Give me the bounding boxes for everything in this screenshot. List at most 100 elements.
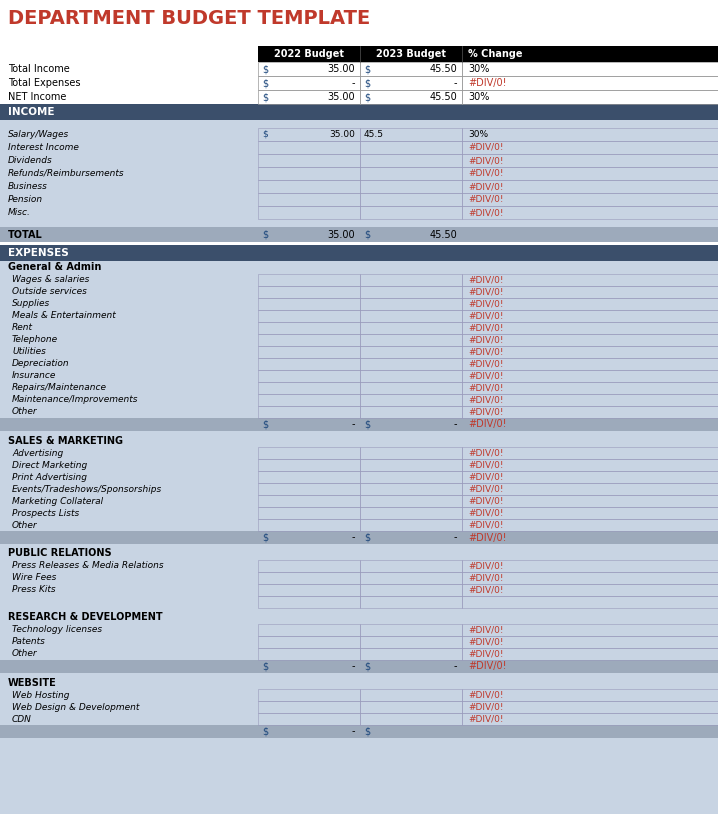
Bar (462, 572, 718, 584)
Bar (0, 701, 718, 713)
Text: General & Admin: General & Admin (8, 262, 101, 273)
Bar (0, 584, 718, 596)
Text: #DIV/0!: #DIV/0! (468, 335, 503, 344)
Text: $: $ (364, 662, 370, 672)
Bar (0, 572, 718, 584)
Bar (462, 193, 718, 206)
Bar (0, 219, 718, 227)
Bar (0, 310, 718, 322)
Text: #DIV/0!: #DIV/0! (468, 371, 503, 380)
Text: RESEARCH & DEVELOPMENT: RESEARCH & DEVELOPMENT (8, 612, 162, 623)
Text: #DIV/0!: #DIV/0! (468, 156, 503, 165)
Bar (258, 334, 360, 346)
Text: #DIV/0!: #DIV/0! (468, 637, 503, 646)
Bar (0, 676, 718, 689)
Bar (360, 689, 462, 701)
Bar (0, 660, 718, 673)
Bar (360, 274, 462, 286)
Bar (0, 76, 718, 90)
Bar (462, 334, 718, 346)
Bar (0, 741, 718, 814)
Bar (0, 531, 718, 544)
Text: Dividends: Dividends (8, 156, 52, 165)
Bar (258, 62, 360, 76)
Bar (0, 459, 718, 471)
Text: Other: Other (12, 650, 37, 659)
Bar (462, 310, 718, 322)
Bar (0, 62, 718, 76)
Bar (0, 406, 718, 418)
Bar (258, 394, 360, 406)
Text: $: $ (364, 419, 370, 430)
Bar (462, 206, 718, 219)
Text: 45.50: 45.50 (429, 64, 457, 74)
Bar (462, 76, 718, 90)
Bar (462, 495, 718, 507)
Text: $: $ (262, 78, 268, 88)
Bar (0, 274, 718, 286)
Bar (462, 406, 718, 418)
Bar (0, 167, 718, 180)
Bar (360, 483, 462, 495)
Text: -: - (454, 662, 457, 672)
Text: -: - (454, 419, 457, 430)
Bar (258, 624, 360, 636)
Bar (360, 636, 462, 648)
Text: 45.5: 45.5 (364, 130, 384, 139)
Text: #DIV/0!: #DIV/0! (468, 78, 506, 88)
Bar (360, 406, 462, 418)
Bar (0, 245, 718, 261)
Bar (258, 701, 360, 713)
Bar (258, 358, 360, 370)
Text: INCOME: INCOME (8, 107, 55, 117)
Text: #DIV/0!: #DIV/0! (468, 625, 503, 634)
Bar (258, 572, 360, 584)
Text: $: $ (364, 727, 370, 737)
Text: Pension: Pension (8, 195, 43, 204)
Bar (360, 298, 462, 310)
Bar (0, 519, 718, 531)
Bar (360, 507, 462, 519)
Bar (258, 560, 360, 572)
Bar (0, 624, 718, 636)
Text: Events/Tradeshows/Sponsorships: Events/Tradeshows/Sponsorships (12, 484, 162, 493)
Bar (0, 431, 718, 434)
Bar (258, 286, 360, 298)
Bar (258, 519, 360, 531)
Text: #DIV/0!: #DIV/0! (468, 169, 503, 178)
Text: Interest Income: Interest Income (8, 143, 79, 152)
Text: #DIV/0!: #DIV/0! (468, 484, 503, 493)
Text: #DIV/0!: #DIV/0! (468, 690, 503, 699)
Bar (360, 447, 462, 459)
Bar (0, 495, 718, 507)
Text: Utilities: Utilities (12, 348, 46, 357)
Text: CDN: CDN (12, 715, 32, 724)
Bar (0, 358, 718, 370)
Text: #DIV/0!: #DIV/0! (468, 662, 506, 672)
Bar (462, 394, 718, 406)
Bar (0, 370, 718, 382)
Text: Business: Business (8, 182, 48, 191)
Bar (0, 128, 718, 141)
Bar (0, 141, 718, 154)
Text: #DIV/0!: #DIV/0! (468, 562, 503, 571)
Bar (360, 459, 462, 471)
Bar (360, 394, 462, 406)
Text: Marketing Collateral: Marketing Collateral (12, 497, 103, 505)
Bar (360, 701, 462, 713)
Text: Total Expenses: Total Expenses (8, 78, 80, 88)
Bar (258, 310, 360, 322)
Text: Total Income: Total Income (8, 64, 70, 74)
Bar (360, 76, 462, 90)
Bar (258, 46, 718, 62)
Text: $: $ (262, 64, 268, 74)
Bar (0, 507, 718, 519)
Bar (258, 346, 360, 358)
Bar (462, 596, 718, 608)
Bar (462, 624, 718, 636)
Bar (360, 519, 462, 531)
Bar (258, 141, 360, 154)
Text: #DIV/0!: #DIV/0! (468, 143, 503, 152)
Bar (0, 447, 718, 459)
Text: 45.50: 45.50 (429, 230, 457, 239)
